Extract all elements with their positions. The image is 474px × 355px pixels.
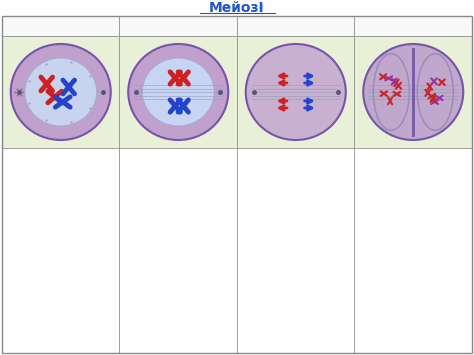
Text: ядерной оболочки;: ядерной оболочки;	[4, 159, 88, 168]
Bar	[237, 36, 355, 148]
Text: 1: 1	[4, 150, 10, 159]
Text: (попарно,: (попарно,	[121, 186, 164, 196]
Text: МейозI: МейозI	[209, 1, 265, 15]
Text: Анафаза I: Анафаза I	[271, 21, 321, 31]
Text: набор: набор	[356, 196, 383, 204]
Text: 1: 1	[239, 150, 245, 159]
Bar	[355, 148, 472, 353]
Text: 5: 5	[4, 250, 10, 259]
Text: хромосом по: хромосом по	[121, 168, 178, 177]
Text: 6: 6	[4, 260, 10, 268]
Bar	[2, 16, 119, 36]
Text: хромосома по: хромосома по	[239, 241, 300, 250]
Text: 1: 1	[121, 150, 128, 159]
Text: хромосома: хромосома	[356, 223, 404, 232]
Text: напротив друг: напротив друг	[121, 196, 186, 204]
Text: . Растворение: . Растворение	[8, 150, 70, 159]
Text: деления.: деления.	[121, 260, 162, 268]
Text: . Пары: . Пары	[243, 150, 272, 159]
Text: гаплоидный: гаплоидный	[356, 186, 410, 196]
Text: 2: 2	[4, 168, 10, 177]
Ellipse shape	[417, 54, 453, 130]
Text: клеток,: клеток,	[356, 168, 390, 177]
Text: . Образование: . Образование	[8, 223, 71, 232]
Bar	[119, 36, 237, 148]
Text: . К каждой: . К каждой	[125, 214, 173, 223]
Text: гомологичных: гомологичных	[239, 159, 302, 168]
Ellipse shape	[11, 44, 111, 140]
Ellipse shape	[128, 44, 228, 140]
Bar	[2, 148, 119, 353]
Bar	[119, 148, 237, 353]
Text: имеющих: имеющих	[356, 178, 399, 186]
Text: экватору клетки: экватору клетки	[121, 178, 196, 186]
Text: деления;: деления;	[4, 241, 44, 250]
Bar	[355, 36, 472, 148]
Text: разным полюсам: разным полюсам	[239, 223, 314, 232]
Text: состоит из 2-х: состоит из 2-х	[356, 232, 420, 241]
Bar	[237, 148, 355, 353]
Ellipse shape	[142, 58, 214, 126]
Text: клетки. Каждая: клетки. Каждая	[239, 232, 310, 241]
Text: каждой пары: каждой пары	[239, 205, 298, 214]
Text: . Спирализация: . Спирализация	[8, 168, 77, 177]
Bar	[237, 16, 355, 36]
Text: присоединяется: присоединяется	[121, 232, 194, 241]
Text: . Расхождение: . Расхождение	[8, 186, 73, 196]
Text: прежнему: прежнему	[239, 250, 285, 259]
Text: хромосоме: хромосоме	[121, 223, 170, 232]
Text: состоит из 2-х: состоит из 2-х	[239, 260, 302, 268]
Text: веретена: веретена	[121, 250, 163, 259]
Text: .Образование: .Образование	[360, 150, 421, 159]
Bar	[2, 36, 119, 148]
Text: расходятся к: расходятся к	[239, 214, 297, 223]
Text: разделяются.: разделяются.	[239, 178, 300, 186]
Text: 1: 1	[356, 150, 363, 159]
Text: хромосом;: хромосом;	[4, 178, 50, 186]
Text: Метафаза I: Метафаза I	[149, 21, 207, 31]
Text: одна нить: одна нить	[121, 241, 166, 250]
Text: 4: 4	[4, 223, 10, 232]
Ellipse shape	[373, 54, 409, 130]
Text: хромосом.: хромосом.	[356, 205, 402, 214]
Text: 2-х дочерних: 2-х дочерних	[356, 159, 415, 168]
Text: 3: 3	[4, 186, 10, 196]
Text: . Расположение: . Расположение	[125, 150, 195, 159]
Text: разным полюсам: разным полюсам	[4, 205, 79, 214]
Text: нитей веретена: нитей веретена	[4, 232, 75, 241]
Text: гомологичных: гомологичных	[121, 159, 185, 168]
Ellipse shape	[246, 44, 346, 140]
Text: 2: 2	[121, 214, 128, 223]
Text: хроматид.: хроматид.	[239, 269, 284, 278]
Text: хромосомы: хромосомы	[239, 196, 289, 204]
Ellipse shape	[25, 58, 97, 126]
Text: . Кроссинговер.: . Кроссинговер.	[8, 260, 77, 268]
Bar	[119, 16, 237, 36]
Text: центриолей к: центриолей к	[4, 196, 65, 204]
Text: . Конъюгация;: . Конъюгация;	[8, 250, 71, 259]
Ellipse shape	[363, 44, 463, 140]
Text: Профаза I: Профаза I	[35, 21, 86, 31]
Text: Целые: Целые	[239, 186, 268, 196]
Text: хромосом: хромосом	[239, 168, 282, 177]
Text: друга);: друга);	[121, 205, 153, 214]
Bar	[355, 16, 472, 36]
Text: клетки;: клетки;	[4, 214, 38, 223]
Text: хроматид.: хроматид.	[356, 241, 402, 250]
Text: Телофаза I: Телофаза I	[385, 21, 441, 31]
Text: Каждая: Каждая	[356, 214, 391, 223]
